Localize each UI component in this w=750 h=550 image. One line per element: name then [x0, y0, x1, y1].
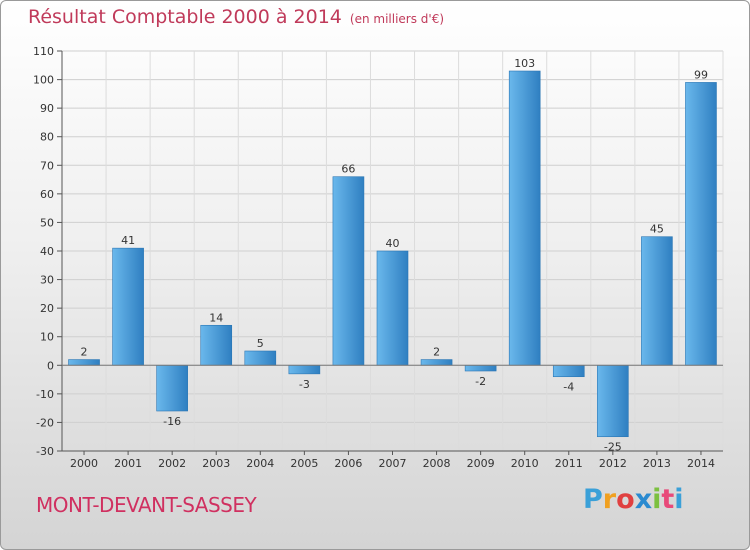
- bar-2006: [332, 176, 365, 366]
- x-tick-label: 2000: [70, 457, 98, 470]
- value-label: 66: [341, 163, 355, 176]
- commune-name: MONT-DEVANT-SASSEY: [36, 493, 257, 517]
- x-tick-label: 2009: [467, 457, 495, 470]
- bar-2009: [464, 364, 497, 372]
- x-tick-label: 2008: [423, 457, 451, 470]
- brand-letter: o: [616, 484, 635, 515]
- value-label: -16: [163, 415, 181, 428]
- x-tick-label: 2011: [555, 457, 583, 470]
- value-label: 14: [209, 311, 223, 324]
- brand-letter: r: [602, 484, 617, 515]
- bar-2001: [112, 247, 144, 366]
- bar-2008: [420, 359, 453, 366]
- chart-title: Résultat Comptable 2000 à 2014 (en millie…: [28, 6, 444, 28]
- brand-letter: x: [634, 484, 653, 515]
- y-tick-label: 40: [40, 245, 54, 258]
- bar-2007: [376, 250, 409, 366]
- value-label: -25: [604, 441, 622, 454]
- bar-2000: [68, 359, 100, 366]
- y-tick-label: -20: [36, 416, 54, 429]
- chart-title-main: Résultat Comptable 2000 à 2014: [28, 6, 342, 28]
- x-tick-label: 2006: [334, 457, 362, 470]
- value-label: 40: [386, 237, 400, 250]
- brand-letter: P: [583, 484, 603, 515]
- y-tick-label: -10: [36, 388, 54, 401]
- bar-2011: [552, 364, 585, 378]
- value-label: -2: [475, 375, 486, 388]
- value-label: 99: [694, 68, 708, 81]
- value-label: 5: [257, 337, 264, 350]
- bar-2004: [244, 350, 277, 366]
- x-tick-label: 2014: [687, 457, 715, 470]
- bars: [68, 70, 717, 438]
- bar-2014: [685, 82, 717, 366]
- y-tick-label: 30: [40, 274, 54, 287]
- value-label: 41: [121, 234, 135, 247]
- x-tick-label: 2010: [511, 457, 539, 470]
- axes: -30 -20 -10 0 10 20 30 40 50 60 70 80 90 100 110 2000 20…: [33, 45, 723, 470]
- value-label: 2: [81, 346, 88, 359]
- x-tick-label: 2001: [114, 457, 142, 470]
- bar-2003: [200, 324, 233, 366]
- bar-2005: [288, 364, 321, 375]
- brand-letter: i: [652, 484, 662, 515]
- chart-title-unit: (en milliers d'€): [349, 12, 445, 26]
- x-tick-label: 2005: [290, 457, 318, 470]
- y-tick-label: 20: [40, 302, 54, 315]
- value-labels: 2 41 -16 14 5 -3 66 40 2 -2 103 -4 -25 45 99: [81, 57, 708, 454]
- y-tick-label: 50: [40, 216, 54, 229]
- y-tick-label: 10: [40, 331, 54, 344]
- bar-2013: [641, 236, 673, 366]
- y-tick-label: 60: [40, 188, 54, 201]
- y-tick-label: 110: [33, 45, 54, 58]
- bar-2012: [597, 364, 629, 438]
- value-label: 2: [433, 346, 440, 359]
- brand-letter: i: [674, 484, 684, 515]
- value-label: 103: [514, 57, 535, 70]
- y-tick-label: 100: [33, 74, 54, 87]
- y-tick-label: 80: [40, 131, 54, 144]
- brand-letter: t: [661, 484, 675, 515]
- x-tick-label: 2013: [643, 457, 671, 470]
- x-tick-label: 2012: [599, 457, 627, 470]
- value-label: 45: [650, 223, 664, 236]
- y-tick-label: -30: [36, 445, 54, 458]
- y-tick-label: 0: [47, 359, 54, 372]
- bar-2002: [156, 364, 188, 412]
- value-label: -4: [563, 381, 574, 394]
- value-label: -3: [299, 378, 310, 391]
- bar-2010: [508, 70, 541, 366]
- x-tick-label: 2004: [246, 457, 274, 470]
- y-tick-label: 70: [40, 159, 54, 172]
- x-tick-label: 2007: [379, 457, 407, 470]
- x-tick-label: 2003: [202, 457, 230, 470]
- x-tick-label: 2002: [158, 457, 186, 470]
- y-tick-label: 90: [40, 102, 54, 115]
- proxiti-logo: Proxiti: [583, 484, 684, 515]
